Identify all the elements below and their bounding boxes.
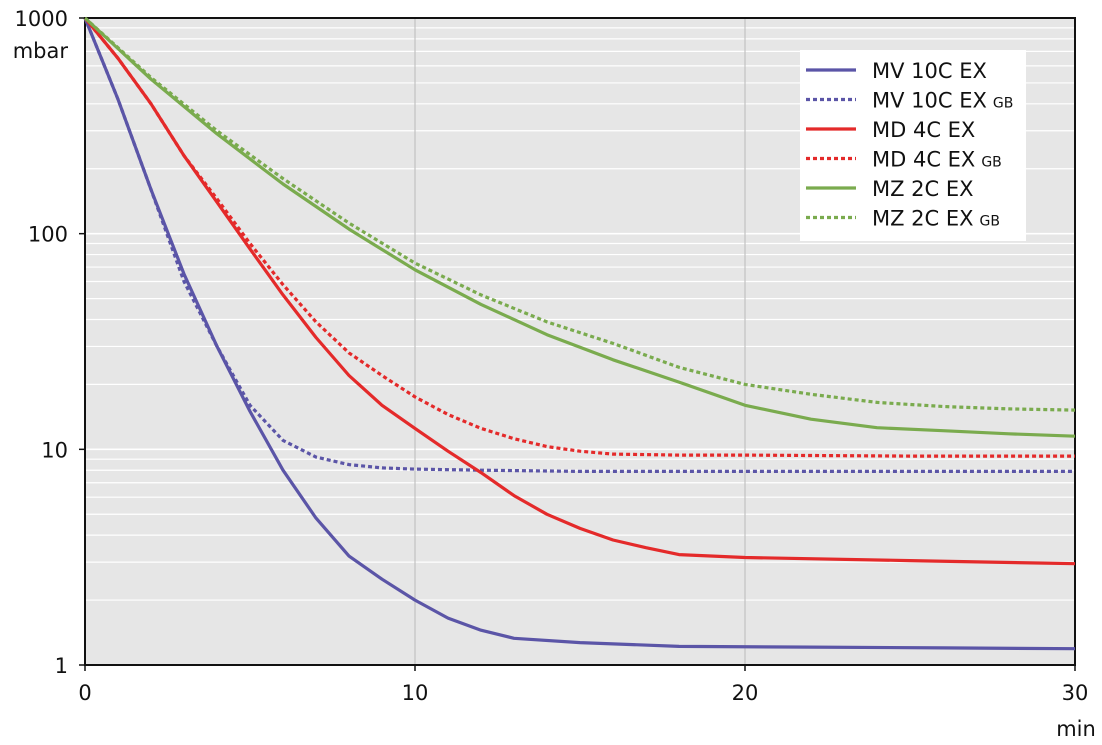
series-line-6 bbox=[83, 16, 1076, 412]
legend-label-suffix: GB bbox=[993, 96, 1013, 112]
axis-ticks: 0 10 20 30 1 10 100 1000 bbox=[15, 7, 1089, 705]
x-tick-label: 0 bbox=[78, 681, 91, 705]
y-tick-label: 1 bbox=[55, 654, 68, 678]
y-tick-label: 100 bbox=[28, 223, 68, 247]
series-line-5 bbox=[83, 16, 1076, 438]
x-tick-label: 10 bbox=[402, 681, 429, 705]
series-line-2 bbox=[83, 17, 1075, 473]
legend-label: MD 4C EX bbox=[872, 118, 975, 142]
series-layer bbox=[83, 16, 1076, 651]
x-axis-unit: min bbox=[1056, 717, 1096, 741]
x-tick-label: 30 bbox=[1062, 681, 1089, 705]
y-axis-unit: mbar bbox=[13, 39, 69, 63]
y-tick-label: 10 bbox=[41, 438, 68, 462]
legend-box bbox=[800, 50, 1026, 241]
series-line-1 bbox=[83, 17, 1076, 651]
plot-frame bbox=[84, 17, 1076, 666]
legend-label-suffix: GB bbox=[981, 155, 1001, 171]
legend-label-suffix: GB bbox=[980, 214, 1000, 230]
y-tick-label: 1000 bbox=[15, 7, 68, 31]
legend-label: MZ 2C EX bbox=[872, 177, 974, 201]
legend-label: MV 10C EX bbox=[872, 59, 987, 83]
series-line-4 bbox=[83, 16, 1075, 458]
x-tick-label: 20 bbox=[732, 681, 759, 705]
